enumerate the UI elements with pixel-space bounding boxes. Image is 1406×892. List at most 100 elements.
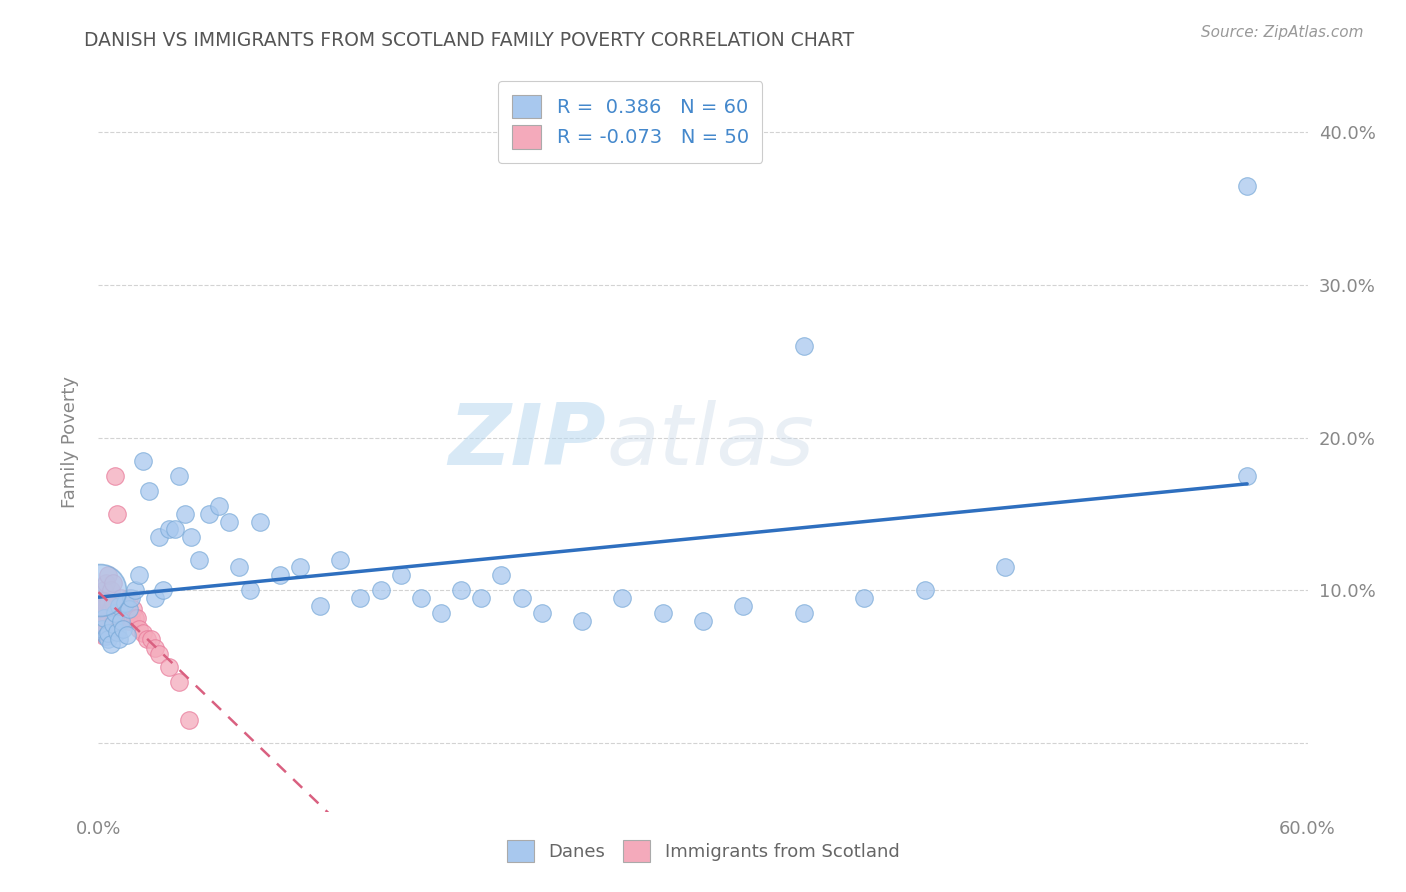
Point: [91, 591, 114, 605]
Point: [118, 591, 141, 605]
Text: atlas: atlas: [606, 400, 814, 483]
Point: [128, 622, 150, 636]
Point: [103, 614, 125, 628]
Point: [91, 622, 114, 636]
Point: [571, 614, 593, 628]
Point: [651, 607, 673, 621]
Point: [692, 614, 714, 628]
Point: [249, 515, 271, 529]
Point: [120, 611, 142, 625]
Point: [530, 607, 553, 621]
Point: [115, 627, 138, 641]
Point: [107, 599, 129, 613]
Point: [89, 611, 111, 625]
Point: [97, 568, 120, 582]
Point: [124, 611, 146, 625]
Point: [430, 607, 453, 621]
Point: [125, 611, 148, 625]
Point: [148, 648, 170, 662]
Point: [157, 659, 180, 673]
Point: [97, 614, 120, 628]
Point: [349, 591, 371, 605]
Point: [103, 607, 125, 621]
Point: [111, 601, 134, 615]
Point: [100, 622, 122, 636]
Point: [188, 553, 211, 567]
Point: [152, 583, 174, 598]
Point: [167, 469, 190, 483]
Point: [239, 583, 262, 598]
Point: [793, 607, 815, 621]
Point: [107, 632, 129, 647]
Y-axis label: Family Poverty: Family Poverty: [60, 376, 79, 508]
Point: [1236, 469, 1258, 483]
Point: [491, 568, 513, 582]
Point: [208, 500, 231, 514]
Point: [118, 614, 141, 628]
Point: [914, 583, 936, 598]
Point: [180, 530, 202, 544]
Point: [510, 591, 533, 605]
Point: [100, 601, 122, 615]
Point: [101, 596, 124, 610]
Point: [612, 591, 634, 605]
Point: [93, 611, 115, 625]
Point: [309, 599, 332, 613]
Point: [132, 626, 155, 640]
Point: [163, 522, 186, 536]
Point: [143, 641, 166, 656]
Point: [409, 591, 432, 605]
Point: [96, 629, 118, 643]
Point: [115, 599, 138, 613]
Point: [121, 601, 143, 615]
Point: [91, 626, 114, 640]
Point: [132, 453, 155, 467]
Point: [93, 599, 115, 613]
Point: [101, 614, 124, 628]
Point: [118, 601, 141, 615]
Point: [139, 632, 162, 647]
Point: [135, 632, 157, 647]
Point: [450, 583, 472, 598]
Point: [994, 560, 1017, 574]
Point: [93, 583, 115, 598]
Point: [89, 622, 111, 636]
Point: [110, 614, 132, 628]
Legend: Danes, Immigrants from Scotland: Danes, Immigrants from Scotland: [499, 833, 907, 870]
Point: [89, 599, 111, 613]
Point: [107, 611, 129, 625]
Point: [157, 522, 180, 536]
Point: [110, 591, 132, 605]
Point: [110, 611, 132, 625]
Point: [329, 553, 352, 567]
Point: [143, 591, 166, 605]
Point: [105, 607, 128, 621]
Point: [97, 626, 120, 640]
Text: Source: ZipAtlas.com: Source: ZipAtlas.com: [1201, 25, 1364, 40]
Point: [107, 599, 129, 613]
Point: [89, 583, 111, 598]
Point: [111, 622, 134, 636]
Point: [148, 530, 170, 544]
Point: [96, 622, 118, 636]
Point: [124, 583, 146, 598]
Point: [114, 596, 136, 610]
Point: [128, 568, 150, 582]
Text: ZIP: ZIP: [449, 400, 606, 483]
Point: [389, 568, 412, 582]
Point: [120, 591, 142, 605]
Point: [370, 583, 392, 598]
Point: [114, 611, 136, 625]
Point: [733, 599, 755, 613]
Point: [138, 484, 160, 499]
Point: [101, 575, 124, 590]
Point: [105, 624, 128, 639]
Point: [793, 339, 815, 353]
Point: [269, 568, 291, 582]
Point: [167, 675, 190, 690]
Point: [100, 637, 122, 651]
Point: [91, 607, 114, 621]
Point: [93, 629, 115, 643]
Point: [100, 583, 122, 598]
Point: [470, 591, 492, 605]
